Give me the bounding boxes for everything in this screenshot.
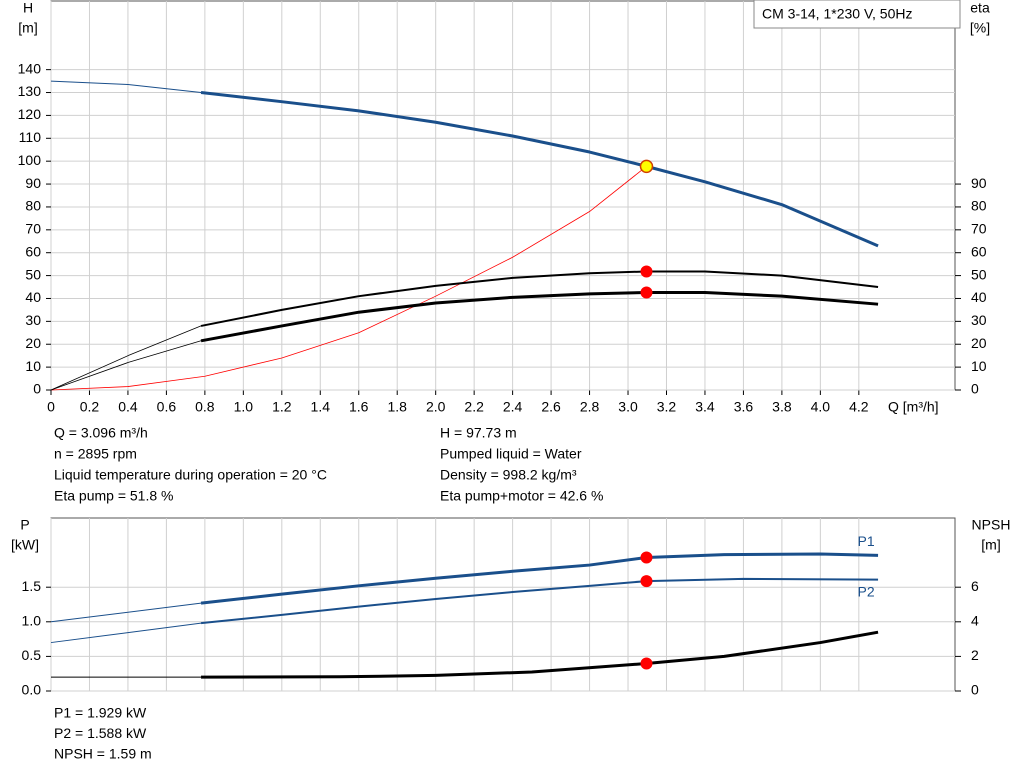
- y-tick-label: 110: [19, 129, 42, 145]
- y-axis-label: H: [23, 0, 33, 16]
- info-text: Pumped liquid = Water: [440, 446, 582, 462]
- y2-tick-label: 90: [971, 175, 987, 191]
- y2-tick-label: 20: [971, 335, 987, 351]
- y2-tick-label: 6: [971, 578, 979, 594]
- x-tick-label: 0.4: [118, 399, 138, 415]
- curve: [201, 630, 879, 679]
- y-tick-label: 130: [18, 83, 42, 99]
- x-tick-label: 1.2: [272, 399, 292, 415]
- x-tick-label: 1.6: [349, 399, 369, 415]
- series-label: P2: [858, 583, 875, 599]
- y-tick-label: 40: [25, 289, 41, 305]
- y2-tick-label: 60: [971, 243, 987, 259]
- info-text: NPSH = 1.59 m: [54, 746, 152, 762]
- x-tick-label: 3.2: [657, 399, 677, 415]
- y-tick-label: 80: [25, 198, 41, 214]
- y2-tick-label: 50: [971, 266, 987, 282]
- curve: [50, 340, 202, 391]
- info-text: H = 97.73 m: [440, 425, 517, 441]
- info-text: Eta pump = 51.8 %: [54, 488, 173, 504]
- y2-tick-label: 2: [971, 647, 979, 663]
- y-axis-label: P: [20, 517, 29, 533]
- y2-axis-label: NPSH: [972, 517, 1011, 533]
- y2-tick-label: 80: [971, 198, 987, 214]
- x-tick-label: 4.2: [849, 399, 869, 415]
- info-text: P1 = 1.929 kW: [54, 705, 147, 721]
- y2-tick-label: 4: [971, 613, 979, 629]
- operating-point: [640, 657, 653, 670]
- operating-point: [639, 159, 654, 174]
- info-text: Liquid temperature during operation = 20…: [54, 467, 327, 483]
- y2-tick-label: 0: [971, 381, 979, 397]
- y2-tick-label: 0: [971, 682, 979, 698]
- curve: [200, 270, 879, 327]
- info-text: n = 2895 rpm: [54, 446, 137, 462]
- operating-point: [640, 265, 653, 278]
- chart-title: CM 3-14, 1*230 V, 50Hz: [762, 6, 912, 22]
- y-axis-unit: [m]: [18, 20, 37, 36]
- info-text: Q = 3.096 m³/h: [54, 425, 148, 441]
- y2-tick-label: 10: [971, 358, 987, 374]
- x-tick-label: 4.0: [811, 399, 831, 415]
- y-tick-label: 120: [18, 106, 42, 122]
- y2-tick-label: 30: [971, 312, 987, 328]
- y-tick-label: 20: [25, 335, 41, 351]
- x-tick-label: 2.0: [426, 399, 446, 415]
- x-tick-label: 2.2: [464, 399, 484, 415]
- y2-tick-label: 70: [971, 221, 987, 237]
- curve: [50, 622, 202, 644]
- y2-axis-label: eta: [970, 0, 990, 16]
- y-axis-unit: [kW]: [11, 537, 39, 553]
- operating-point: [640, 551, 653, 564]
- x-tick-label: 3.8: [772, 399, 792, 415]
- info-text: Density = 998.2 kg/m³: [440, 467, 577, 483]
- curve: [200, 577, 879, 625]
- x-tick-label: 1.0: [234, 399, 254, 415]
- x-axis-label: Q [m³/h]: [888, 399, 939, 415]
- x-tick-label: 2.4: [503, 399, 523, 415]
- y-tick-label: 90: [25, 175, 41, 191]
- curve: [50, 80, 202, 94]
- x-tick-label: 2.6: [541, 399, 561, 415]
- y-tick-label: 100: [18, 152, 42, 168]
- x-tick-label: 0.8: [195, 399, 215, 415]
- y-tick-label: 1.0: [22, 613, 42, 629]
- x-tick-label: 1.8: [387, 399, 407, 415]
- info-text: P2 = 1.588 kW: [54, 725, 147, 741]
- operating-point: [640, 575, 653, 588]
- title-box: [753, 0, 961, 29]
- y-tick-label: 0.5: [22, 647, 42, 663]
- y-tick-label: 0.0: [22, 682, 42, 698]
- x-tick-label: 0.2: [80, 399, 100, 415]
- curve: [50, 602, 202, 623]
- curve: [200, 91, 879, 248]
- info-text: Eta pump+motor = 42.6 %: [440, 488, 603, 504]
- x-tick-label: 0.6: [157, 399, 177, 415]
- y-tick-label: 30: [25, 312, 41, 328]
- curve: [50, 325, 202, 391]
- series-label: P1: [858, 533, 875, 549]
- x-tick-label: 3.6: [734, 399, 754, 415]
- y-tick-label: 70: [25, 221, 41, 237]
- x-tick-label: 3.4: [695, 399, 715, 415]
- x-tick-label: 0: [47, 399, 55, 415]
- y-tick-label: 0: [33, 381, 41, 397]
- y-tick-label: 140: [18, 60, 42, 76]
- operating-point: [640, 286, 653, 299]
- x-tick-label: 2.8: [580, 399, 600, 415]
- x-tick-label: 3.0: [618, 399, 638, 415]
- y2-axis-unit: [%]: [970, 20, 990, 36]
- curve: [200, 291, 879, 343]
- y-tick-label: 50: [25, 266, 41, 282]
- y2-axis-unit: [m]: [981, 537, 1000, 553]
- y-tick-label: 1.5: [22, 578, 42, 594]
- x-tick-label: 1.4: [311, 399, 331, 415]
- y-tick-label: 60: [25, 243, 41, 259]
- y2-tick-label: 40: [971, 289, 987, 305]
- curve: [200, 552, 879, 605]
- curve: [50, 166, 647, 391]
- y-tick-label: 10: [25, 358, 41, 374]
